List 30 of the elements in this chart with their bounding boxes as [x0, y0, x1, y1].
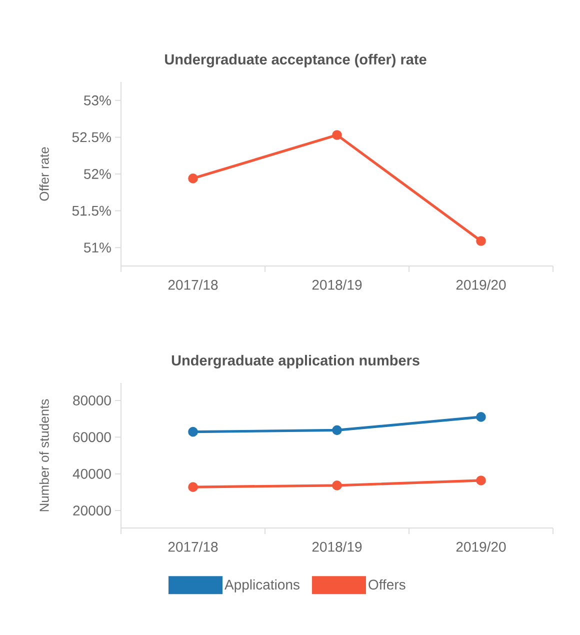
- y-tick-label: 40000: [72, 468, 111, 479]
- point: [476, 412, 486, 422]
- y-tick-label: 52%: [84, 169, 111, 179]
- x-tick-label: 2019/20: [456, 280, 506, 290]
- y-axis-title: Offer rate: [39, 147, 49, 201]
- y-axis-title: Number of students: [39, 399, 49, 512]
- point: [476, 476, 486, 486]
- x-tick-label: 2019/20: [456, 542, 506, 552]
- point: [188, 174, 198, 184]
- point: [476, 236, 486, 246]
- point: [332, 425, 342, 436]
- chart-title: Undergraduate application numbers: [172, 354, 420, 368]
- y-tick-label: 51.5%: [72, 206, 111, 216]
- y-tick-label: 60000: [73, 432, 111, 442]
- point: [188, 426, 198, 437]
- y-tick-label: 20000: [73, 506, 111, 516]
- x-tick-label: 2018/19: [312, 542, 362, 552]
- y-tick-label: 52.5%: [72, 132, 111, 142]
- point: [332, 480, 342, 490]
- legend-label: Applications: [224, 579, 300, 592]
- y-tick-label: 80000: [73, 395, 111, 406]
- point: [332, 130, 342, 140]
- chart-title: Undergraduate acceptance (offer) rate: [165, 54, 426, 68]
- x-tick-label: 2017/18: [168, 280, 218, 290]
- legend-label: Offers: [368, 579, 406, 590]
- y-tick-label: 51%: [84, 242, 111, 253]
- point: [188, 482, 198, 492]
- x-tick-label: 2018/19: [312, 280, 362, 290]
- y-tick-label: 53%: [84, 95, 111, 106]
- x-tick-label: 2017/18: [168, 542, 218, 552]
